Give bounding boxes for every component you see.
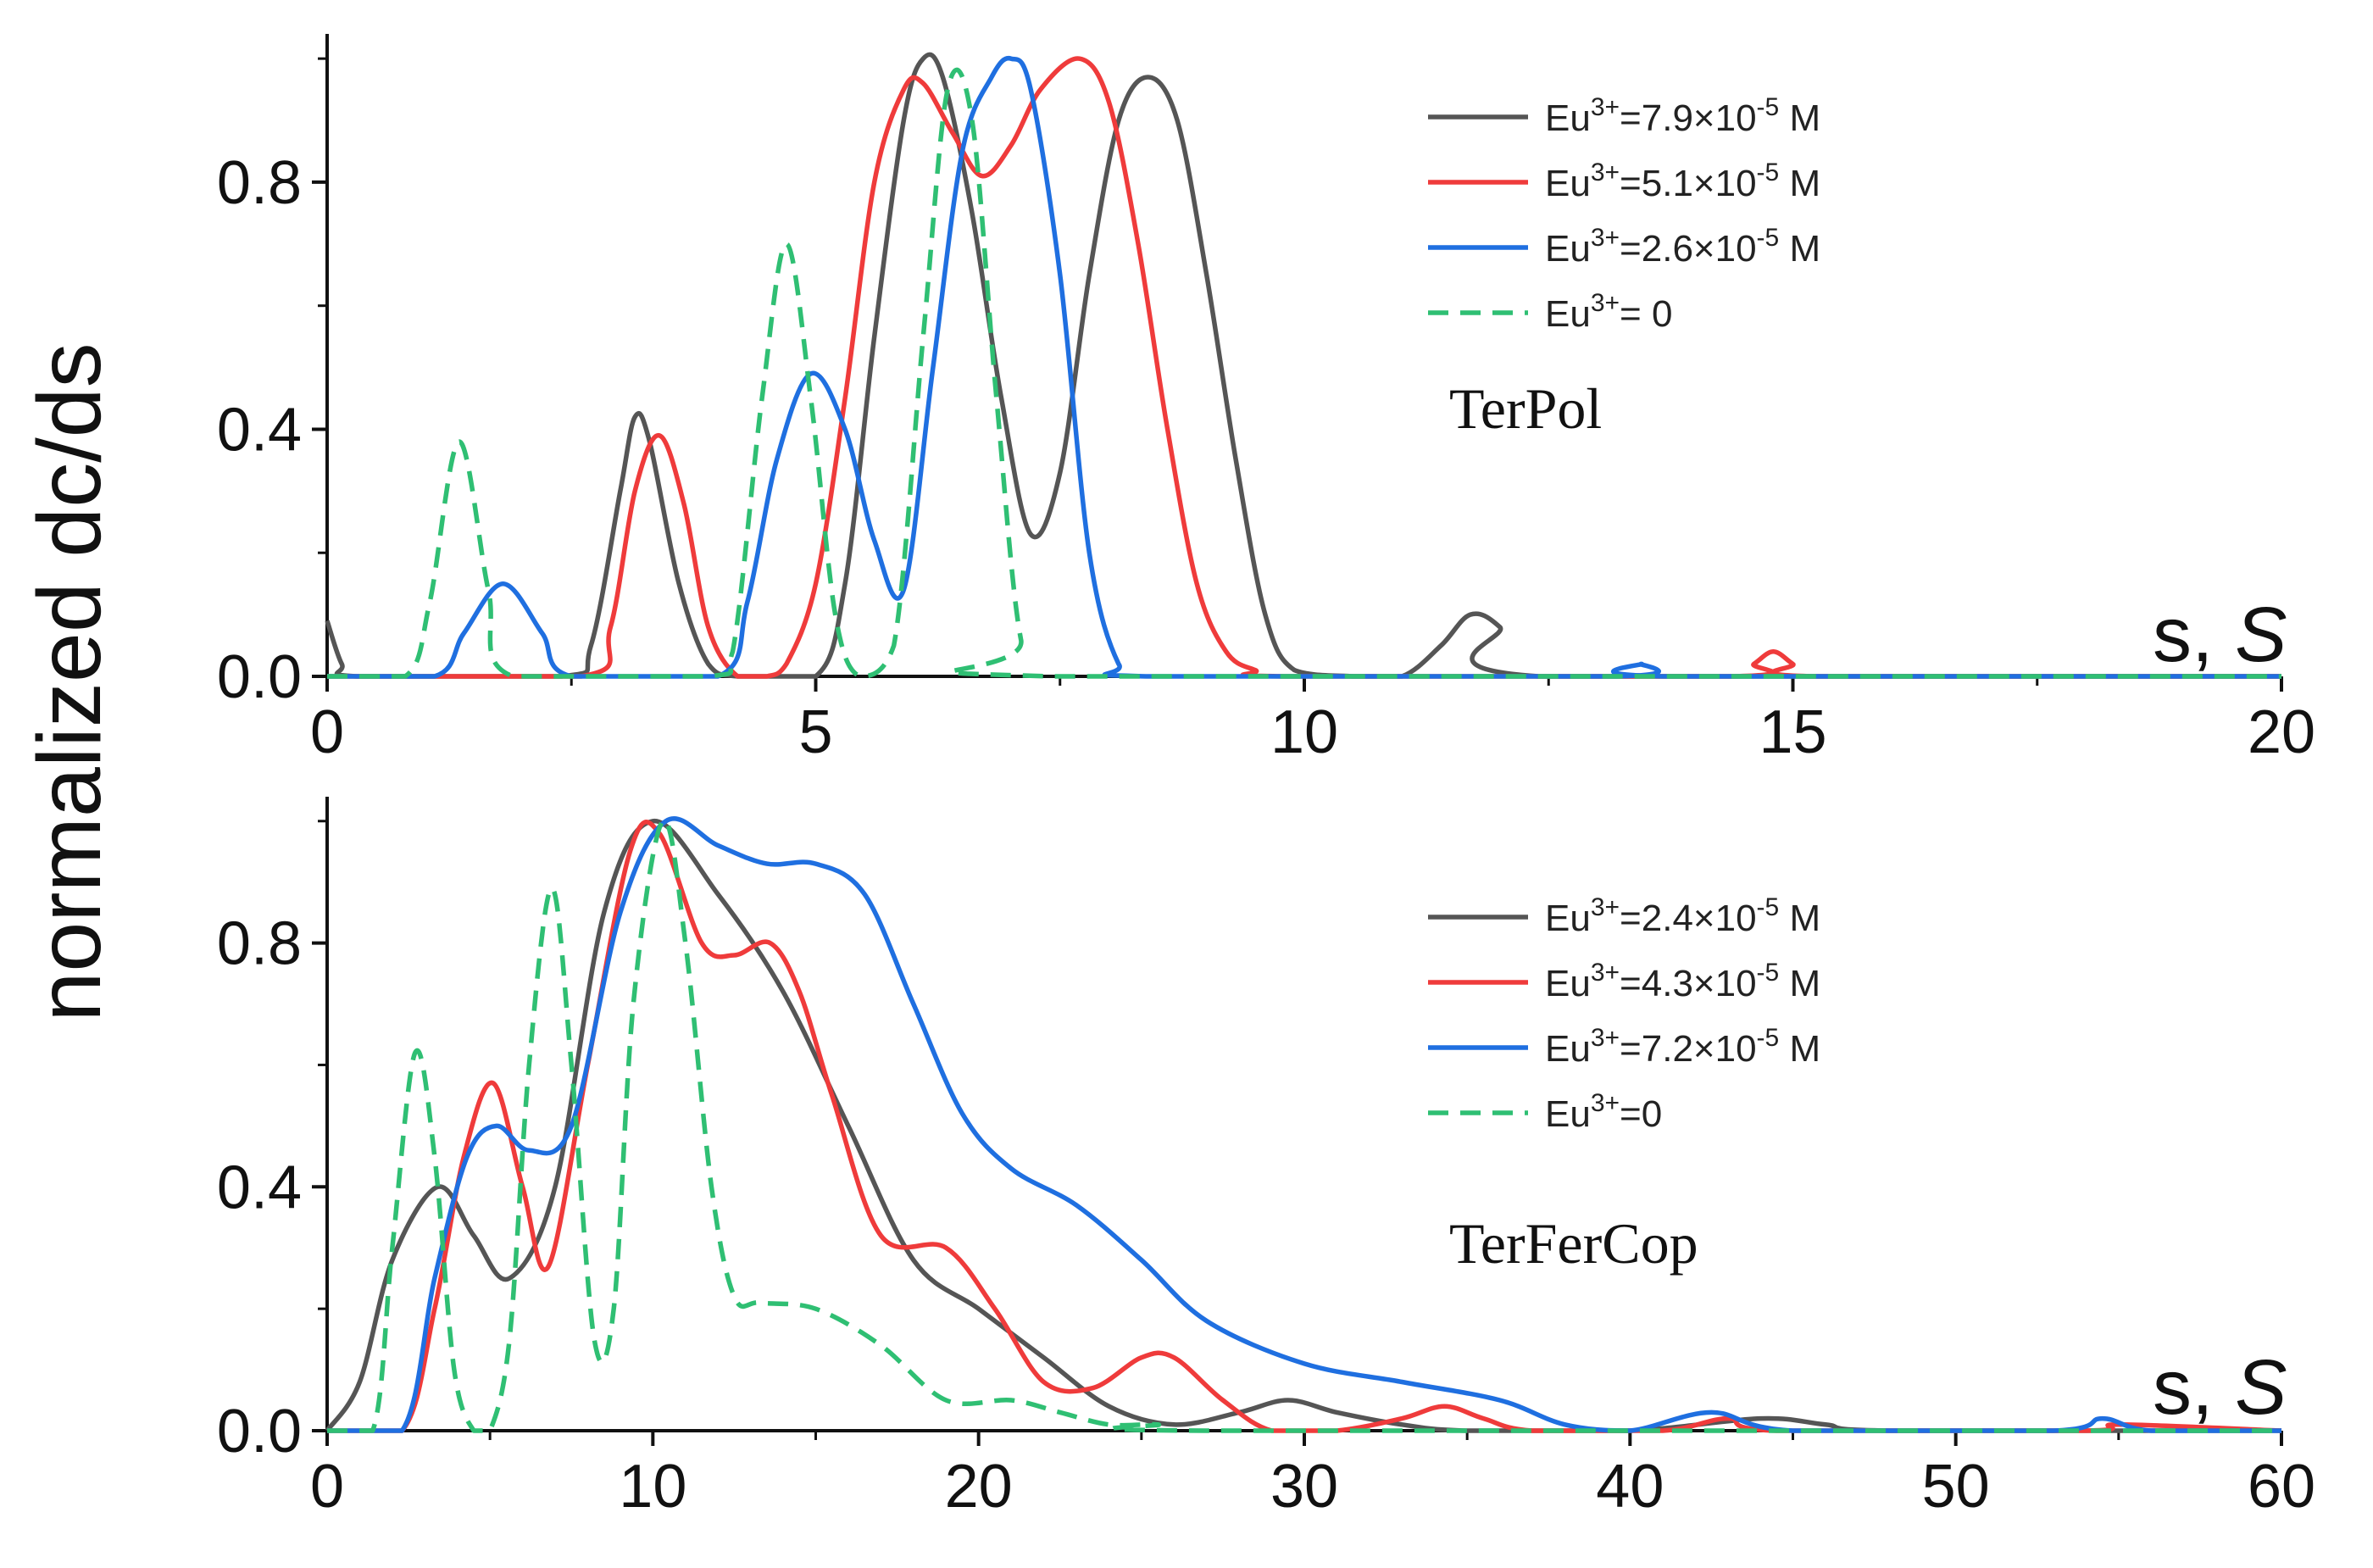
legend-entry: Eu3+= 0 xyxy=(1545,289,1672,335)
legend-entry: Eu3+=2.6×10-5 M xyxy=(1545,224,1820,270)
series-line-2 xyxy=(326,820,2282,1433)
x-tick-label: 60 xyxy=(2248,1453,2315,1521)
series-line-3 xyxy=(326,816,2281,1433)
y-tick-label: 0.8 xyxy=(217,149,302,217)
series-line-2 xyxy=(326,56,2281,679)
legend-entry: Eu3+=2.4×10-5 M xyxy=(1545,893,1820,939)
legend-entry: Eu3+=7.2×10-5 M xyxy=(1545,1024,1820,1070)
legend-entry: Eu3+=0 xyxy=(1545,1089,1662,1135)
x-tick-label: 15 xyxy=(1759,698,1826,766)
series-line-4 xyxy=(326,67,2281,679)
panel-annotation: TerPol xyxy=(1449,376,1602,441)
x-tick-label: 20 xyxy=(945,1453,1013,1521)
panel-annotation: TerFerCop xyxy=(1449,1211,1698,1276)
y-tick-label: 0.8 xyxy=(217,910,302,978)
y-tick-label: 0.4 xyxy=(217,1154,302,1221)
x-tick-label: 0 xyxy=(310,698,344,766)
x-axis-title: s, S xyxy=(2153,1344,2287,1431)
y-tick-label: 0.0 xyxy=(217,643,302,711)
legend-entry: Eu3+=4.3×10-5 M xyxy=(1545,959,1820,1004)
x-axis-title: s, S xyxy=(2153,592,2287,678)
x-tick-label: 20 xyxy=(2248,698,2315,766)
x-tick-label: 5 xyxy=(798,698,832,766)
x-tick-label: 50 xyxy=(1922,1453,1990,1521)
x-tick-label: 40 xyxy=(1596,1453,1664,1521)
legend-entry: Eu3+=7.9×10-5 M xyxy=(1545,93,1820,139)
y-tick-label: 0.4 xyxy=(217,396,302,464)
x-tick-label: 30 xyxy=(1270,1453,1338,1521)
bottom-panel: 0 10 20 30 40 50 60 0.0 0.4 0.8 Eu3+=2.4×10-5 M Eu3… xyxy=(217,797,2315,1521)
x-tick-label: 10 xyxy=(619,1453,686,1521)
y-axis-title: normalized dc/ds xyxy=(19,342,119,1021)
x-tick-label: 10 xyxy=(1270,698,1338,766)
series-line-4 xyxy=(326,817,2281,1433)
x-tick-label: 0 xyxy=(310,1453,344,1521)
legend-entry: Eu3+=5.1×10-5 M xyxy=(1545,158,1820,204)
top-panel: 0 5 10 15 20 0.0 0.4 0.8 Eu3+=7.9×10-5 M Eu3+=5.1… xyxy=(217,34,2315,766)
y-tick-label: 0.0 xyxy=(217,1398,302,1465)
